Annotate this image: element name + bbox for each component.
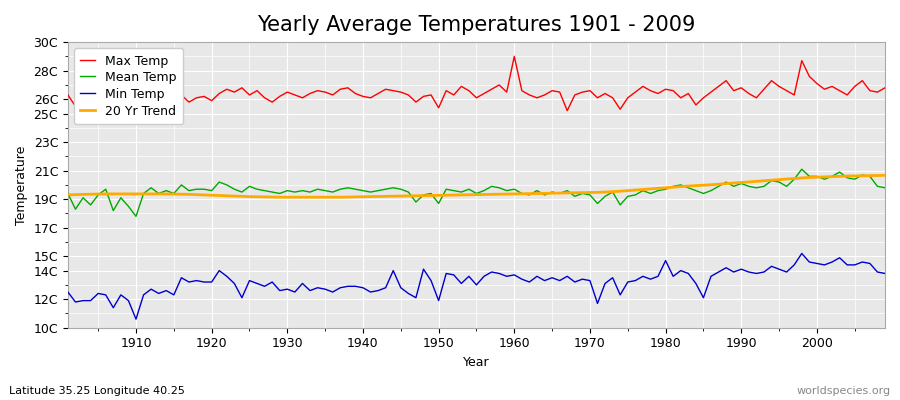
Max Temp <box>524 92 535 97</box>
Text: Latitude 35.25 Longitude 40.25: Latitude 35.25 Longitude 40.25 <box>9 386 184 396</box>
20 Yr Trend <box>517 191 527 196</box>
Mean Temp <box>130 214 141 219</box>
20 Yr Trend <box>123 192 134 196</box>
Min Temp <box>123 298 134 303</box>
Min Temp <box>608 275 618 280</box>
Max Temp <box>123 104 134 109</box>
Line: Min Temp: Min Temp <box>68 254 885 319</box>
Legend: Max Temp, Mean Temp, Min Temp, 20 Yr Trend: Max Temp, Mean Temp, Min Temp, 20 Yr Tre… <box>74 48 184 124</box>
Mean Temp <box>879 185 890 190</box>
Max Temp <box>517 88 527 93</box>
Y-axis label: Temperature: Temperature <box>15 145 28 225</box>
20 Yr Trend <box>297 195 308 200</box>
Line: Mean Temp: Mean Temp <box>68 169 885 216</box>
20 Yr Trend <box>62 192 73 197</box>
Mean Temp <box>342 185 353 190</box>
Mean Temp <box>608 190 618 194</box>
Min Temp <box>879 271 890 276</box>
Max Temp <box>508 54 519 59</box>
20 Yr Trend <box>608 189 618 194</box>
Mean Temp <box>62 191 73 196</box>
20 Yr Trend <box>274 195 285 200</box>
Min Temp <box>130 317 141 322</box>
Mean Temp <box>123 204 134 209</box>
Line: Max Temp: Max Temp <box>68 56 885 111</box>
20 Yr Trend <box>879 173 890 178</box>
Max Temp <box>879 86 890 90</box>
Max Temp <box>62 92 73 97</box>
Min Temp <box>297 281 308 286</box>
Max Temp <box>297 96 308 100</box>
Min Temp <box>342 284 353 289</box>
Text: worldspecies.org: worldspecies.org <box>796 386 891 396</box>
Min Temp <box>796 251 807 256</box>
Max Temp <box>615 107 626 112</box>
Mean Temp <box>517 191 527 196</box>
Min Temp <box>508 272 519 277</box>
20 Yr Trend <box>342 195 353 200</box>
X-axis label: Year: Year <box>464 356 490 369</box>
Min Temp <box>517 277 527 282</box>
Line: 20 Yr Trend: 20 Yr Trend <box>68 175 885 197</box>
Min Temp <box>62 290 73 294</box>
Mean Temp <box>796 167 807 172</box>
Mean Temp <box>297 188 308 193</box>
Max Temp <box>342 86 353 90</box>
Title: Yearly Average Temperatures 1901 - 2009: Yearly Average Temperatures 1901 - 2009 <box>257 15 696 35</box>
Max Temp <box>130 108 141 113</box>
20 Yr Trend <box>508 192 519 196</box>
Mean Temp <box>508 187 519 192</box>
